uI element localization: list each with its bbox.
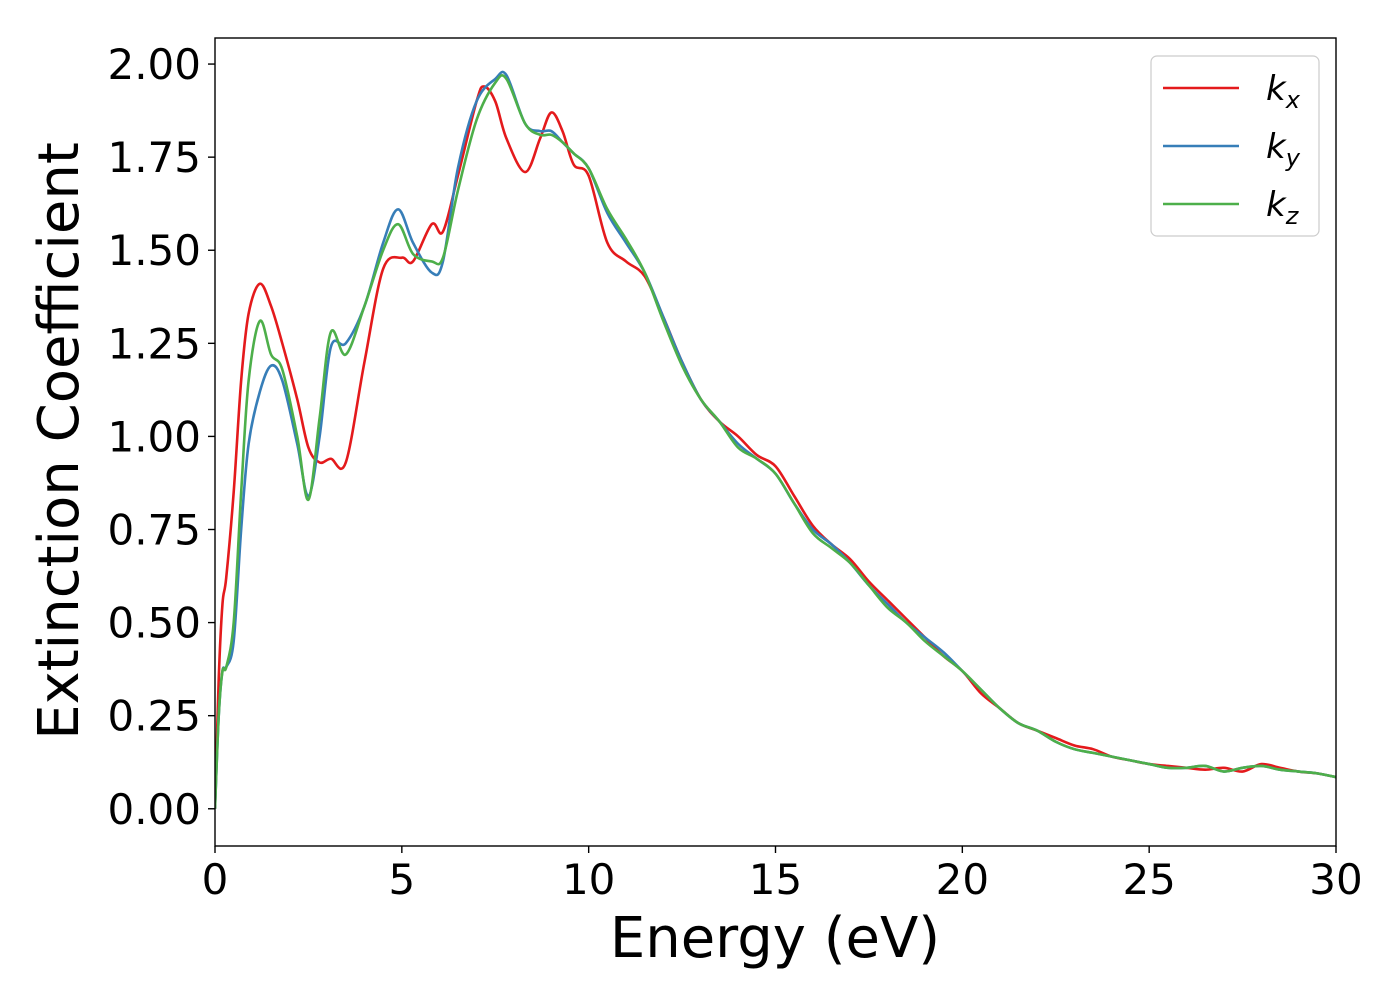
- x-tick-label: 25: [1122, 855, 1175, 904]
- legend-label-subscript: x: [1285, 86, 1301, 114]
- x-axis-ticks: 0 5 10 15 20 25 30: [202, 846, 1363, 904]
- x-tick-label: 20: [936, 855, 989, 904]
- y-tick-label: 0.50: [107, 599, 201, 648]
- y-tick-label: 0.25: [107, 692, 201, 741]
- legend-label-subscript: z: [1285, 202, 1300, 230]
- legend-label-z: kz: [1266, 185, 1300, 230]
- y-axis-ticks: 0.00 0.25 0.50 0.75 1.00 1.25 1.50 1.75 2.00: [107, 40, 215, 834]
- legend-label-main: k: [1266, 185, 1287, 225]
- x-tick-label: 10: [562, 855, 615, 904]
- y-tick-label: 2.00: [107, 40, 201, 89]
- legend-label-main: k: [1266, 127, 1287, 167]
- x-tick-label: 0: [202, 855, 229, 904]
- legend-label-main: k: [1266, 69, 1287, 109]
- y-tick-label: 0.75: [107, 506, 201, 555]
- series-line-z: [215, 74, 1336, 809]
- legend-label-subscript: y: [1285, 144, 1301, 172]
- x-tick-label: 15: [749, 855, 802, 904]
- legend-label-y: ky: [1266, 127, 1301, 172]
- series-layer: [215, 70, 1336, 809]
- x-axis-label: Energy (eV): [610, 906, 940, 971]
- x-tick-label: 5: [388, 855, 415, 904]
- y-tick-label: 1.50: [107, 226, 201, 275]
- y-tick-label: 1.75: [107, 133, 201, 182]
- y-tick-label: 0.00: [107, 785, 201, 834]
- y-tick-label: 1.25: [107, 319, 201, 368]
- plot-frame: [214, 37, 1337, 847]
- y-tick-label: 1.00: [107, 412, 201, 461]
- y-axis-label: Extinction Coefficient: [27, 142, 92, 740]
- x-tick-label: 30: [1309, 855, 1362, 904]
- legend-label-x: kx: [1266, 69, 1301, 114]
